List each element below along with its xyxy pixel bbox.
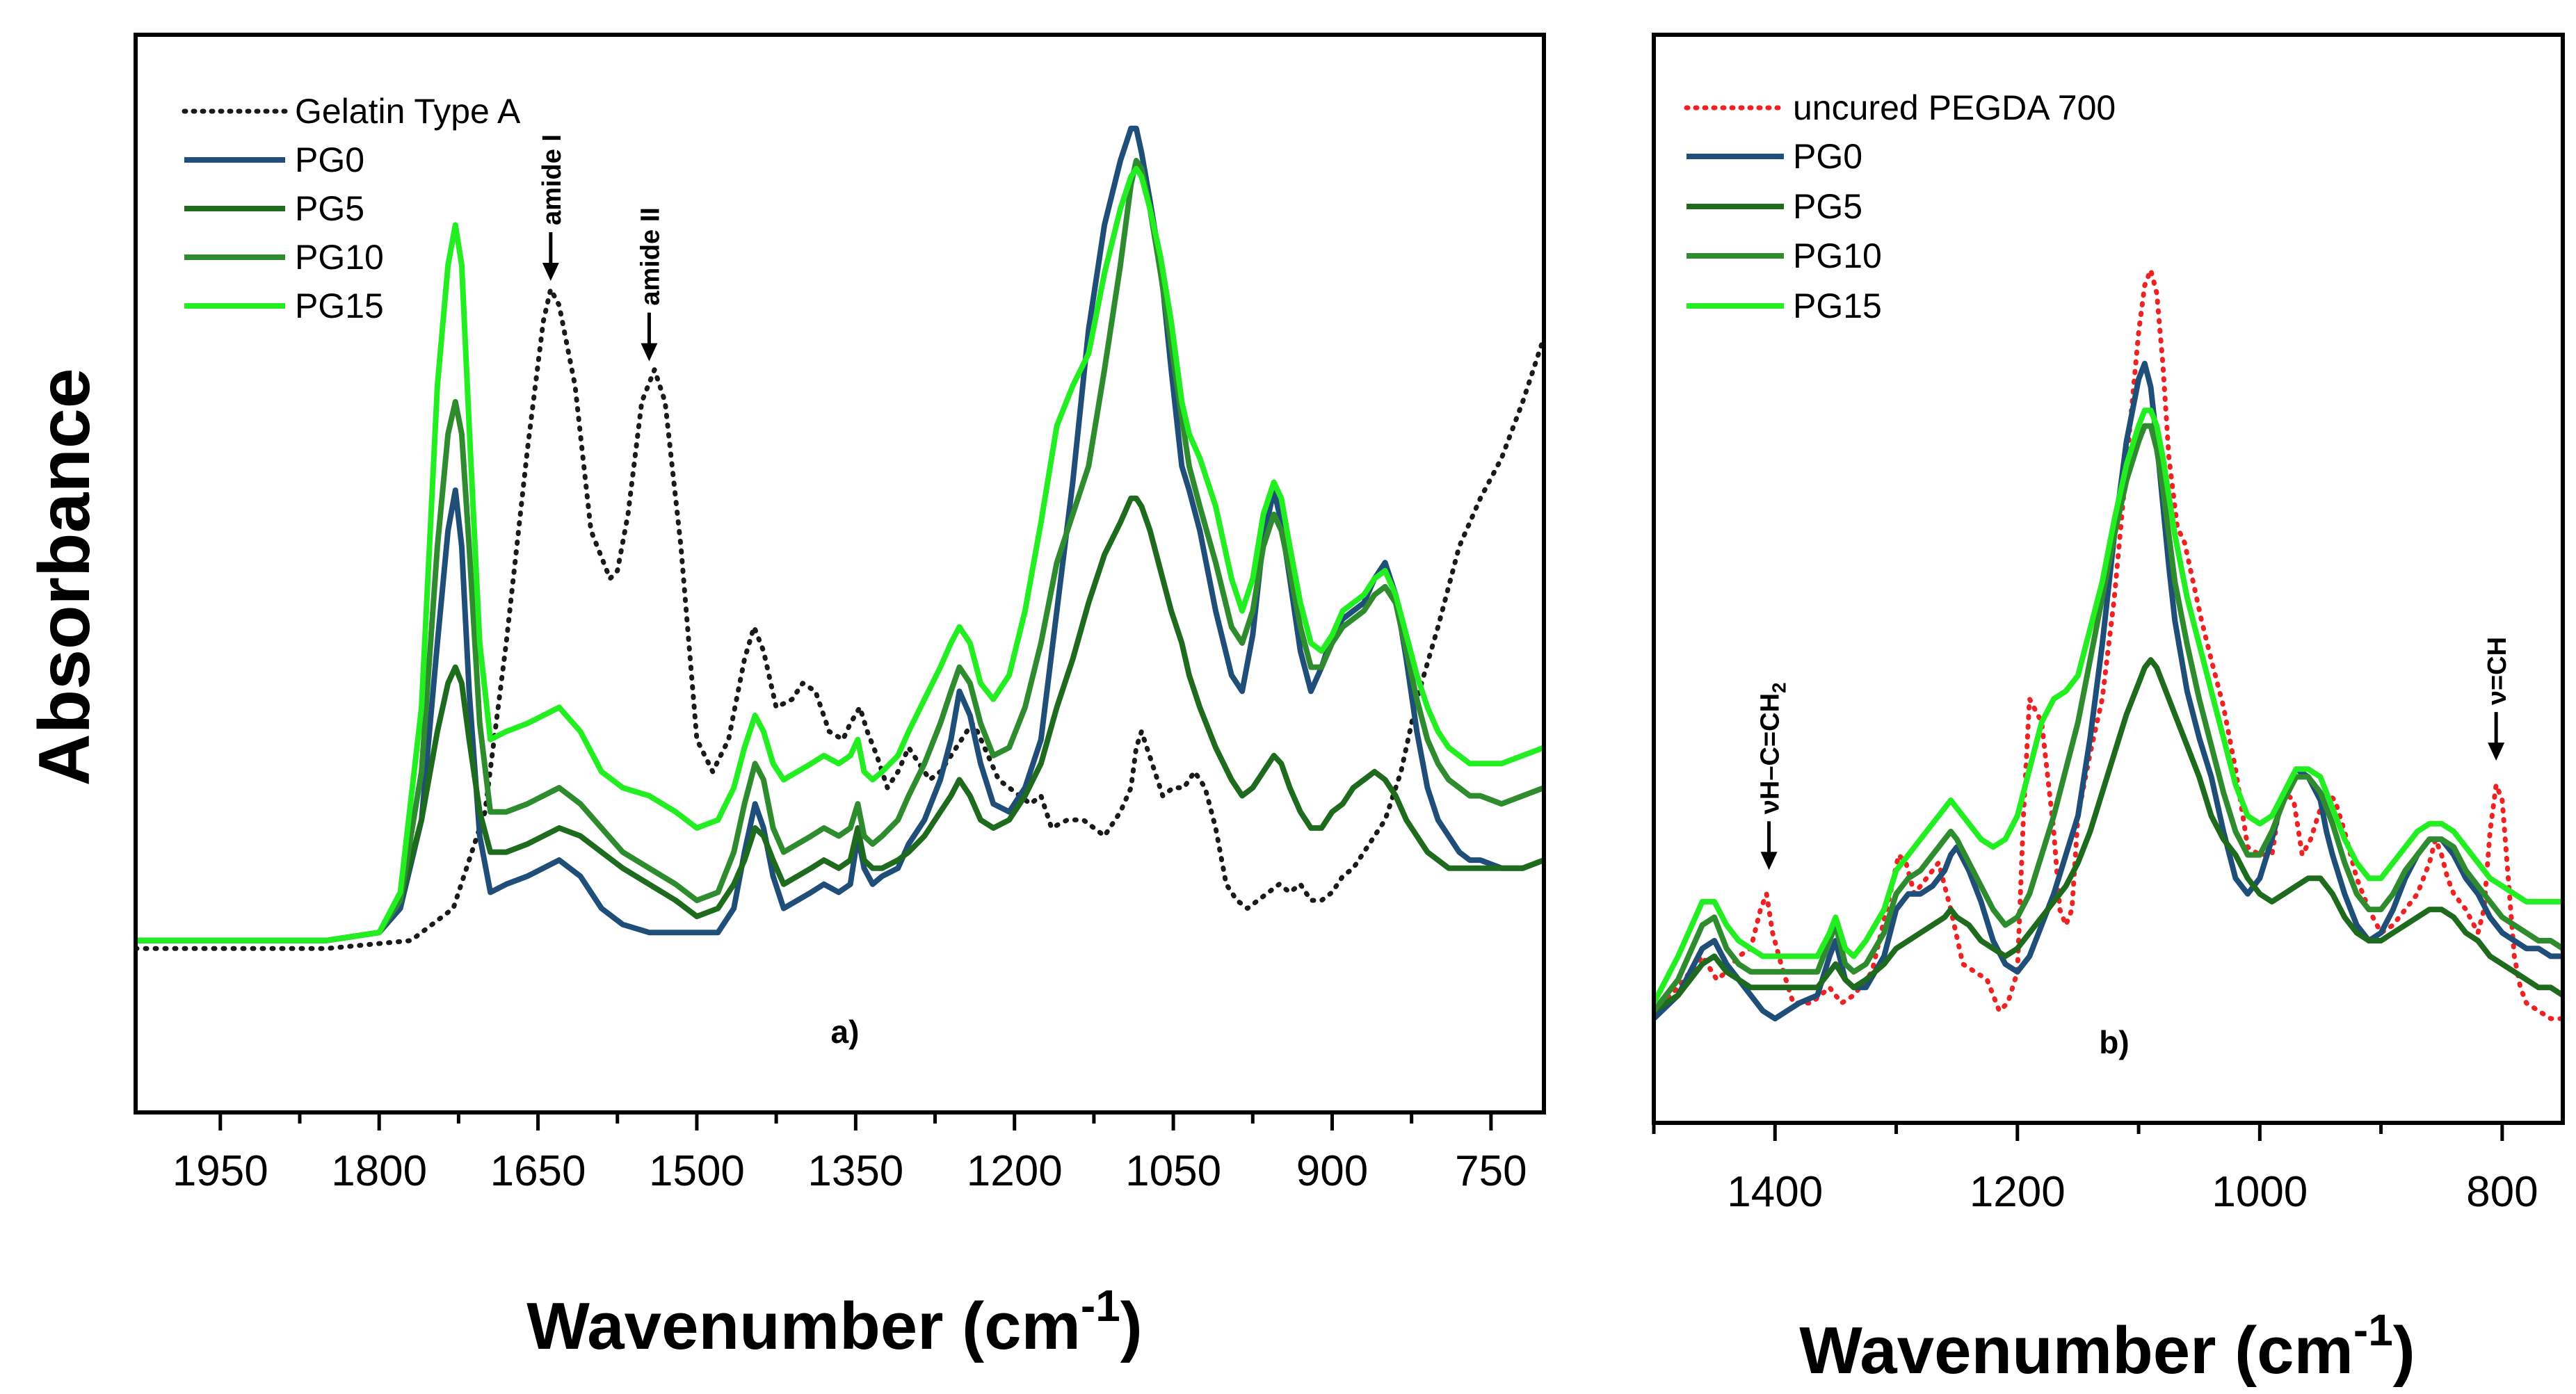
- panel-b-series-pg0: [1654, 360, 2563, 1022]
- panel-b-plot-frame: [1652, 33, 2565, 1125]
- panel-a-series-group: [136, 125, 1544, 951]
- panel-b-tick-label-1400: 1400: [1727, 1168, 1823, 1216]
- panel-b-tick-label-1000: 1000: [2212, 1168, 2308, 1216]
- panel-b-annotation-h-c-ch2-arrow-head: [1760, 852, 1778, 870]
- panel-a-series-pg15: [136, 165, 1544, 943]
- panel-a-x-axis-title-main: Wavenumber (cm: [526, 1289, 1081, 1363]
- legend-b-label-pg10: PG10: [1793, 236, 1882, 275]
- panel-a-tick-label-750: 750: [1455, 1147, 1527, 1195]
- legend-a-label-pg15: PG15: [295, 286, 384, 325]
- panel-a-tick-label-1200: 1200: [967, 1147, 1063, 1195]
- panel-b-series-pg5: [1654, 657, 2563, 1014]
- legend-a-label-pg5: PG5: [295, 189, 364, 228]
- panel-a-tick-label-1950: 1950: [172, 1147, 268, 1195]
- panel-b-x-axis: 1400 1200 1000 800: [1652, 1123, 2538, 1216]
- panel-b-x-axis-title-main: Wavenumber (cm: [1799, 1313, 2353, 1388]
- panel-a-tick-label-1650: 1650: [490, 1147, 586, 1195]
- panel-a-annotation-amide-ii-label: amide II: [636, 207, 665, 306]
- panel-a-plot-frame: [134, 33, 1546, 1115]
- panel-a-series-pg0: [136, 125, 1544, 943]
- legend-b-label-pegda: uncured PEGDA 700: [1793, 88, 2116, 127]
- legend-b-label-pg15: PG15: [1793, 286, 1882, 325]
- panel-b-label: b): [2099, 1024, 2129, 1060]
- panel-b-annotation-ch-label: ν=CH: [2483, 637, 2512, 705]
- panel-b-tick-label-1200: 1200: [1970, 1168, 2066, 1216]
- panel-b-series-uncured-pegda-700: [1654, 267, 2563, 1021]
- panel-a-tick-label-900: 900: [1296, 1147, 1368, 1195]
- panel-a-y-axis-title: Absorbance: [24, 368, 105, 786]
- panel-b-series-group: [1654, 267, 2563, 1022]
- panel-a-tick-label-1800: 1800: [331, 1147, 427, 1195]
- panel-b-x-axis-title: Wavenumber (cm-1): [1799, 1305, 2415, 1388]
- panel-a: amide I amide II 1950 1800 1650 1500 1350 1200…: [24, 33, 1546, 1363]
- panel-b-legend: uncured PEGDA 700 PG0 PG5 PG10 PG15: [1684, 88, 2116, 325]
- panel-a-tick-label-1500: 1500: [649, 1147, 745, 1195]
- panel-a-annotation-amide-i-arrow-head: [542, 263, 559, 281]
- panel-a-legend: Gelatin Type A PG0 PG5 PG10 PG15: [182, 92, 521, 325]
- panel-a-series-pg10: [136, 158, 1544, 943]
- panel-b-x-axis-title-close: ): [2393, 1313, 2415, 1388]
- panel-a-annotation-amide-ii-label-main: amide II: [636, 207, 665, 306]
- panel-b-annotation-ch-arrow-head: [2488, 743, 2505, 761]
- panel-b-annotation-h-c-ch2-label-main: νH–C=CH: [1756, 693, 1785, 814]
- panel-a-annotation-amide-i-label-main: amide I: [538, 134, 567, 225]
- panel-b-annotations: νH–C=CH2 ν=CH: [1756, 637, 2512, 870]
- panel-b-annotation-ch-label-main: ν=CH: [2483, 637, 2512, 705]
- panel-a-x-axis: 1950 1800 1650 1500 1350 1200 1050 900 750: [172, 1112, 1527, 1195]
- panel-b: νH–C=CH2 ν=CH 1400 1200 1000 800 Wavenumber …: [1652, 33, 2565, 1388]
- legend-a-label-gelatin: Gelatin Type A: [295, 92, 521, 131]
- panel-b-series-pg15: [1654, 407, 2563, 1006]
- panel-b-tick-label-800: 800: [2466, 1168, 2538, 1216]
- panel-b-annotation-h-c-ch2-label: νH–C=CH2: [1756, 682, 1790, 814]
- panel-a-x-axis-title-sup: -1: [1081, 1281, 1120, 1331]
- panel-a-series-gelatin-type-a: [136, 286, 1544, 951]
- panel-a-series-pg5: [136, 495, 1544, 943]
- panel-a-annotation-amide-ii-arrow-head: [641, 343, 658, 362]
- legend-a-label-pg10: PG10: [295, 238, 384, 277]
- panel-a-x-axis-title: Wavenumber (cm-1): [526, 1281, 1143, 1363]
- panel-a-tick-label-1350: 1350: [807, 1147, 903, 1195]
- panel-a-label: a): [831, 1014, 860, 1050]
- panel-a-tick-label-1050: 1050: [1125, 1147, 1221, 1195]
- panel-b-x-axis-title-sup: -1: [2353, 1305, 2393, 1355]
- panel-a-annotation-amide-i-label: amide I: [538, 134, 567, 225]
- legend-b-label-pg5: PG5: [1793, 187, 1862, 226]
- panel-b-annotation-h-c-ch2-label-sub: 2: [1769, 682, 1790, 693]
- panel-a-annotations: amide I amide II: [538, 134, 665, 362]
- legend-a-label-pg0: PG0: [295, 140, 364, 179]
- legend-b-label-pg0: PG0: [1793, 137, 1862, 176]
- panel-b-series-pg10: [1654, 423, 2563, 1014]
- panel-a-x-axis-title-close: ): [1120, 1289, 1143, 1363]
